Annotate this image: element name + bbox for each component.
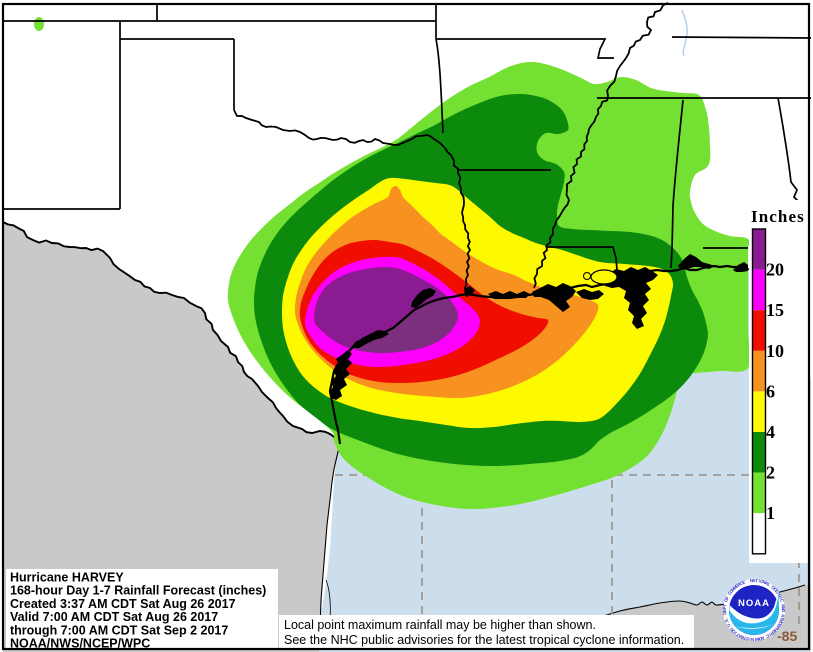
svg-text:A: A [775, 591, 781, 597]
svg-text:I: I [758, 578, 760, 583]
svg-text:C: C [779, 598, 785, 603]
svg-text:M: M [730, 586, 736, 592]
svg-text:O: O [759, 579, 764, 585]
svg-text:I: I [749, 637, 751, 642]
svg-text:NOAA: NOAA [738, 598, 770, 609]
svg-text:N: N [751, 637, 754, 642]
svg-text:D: D [722, 611, 727, 615]
svg-text:N: N [729, 627, 735, 633]
svg-text:M: M [778, 618, 784, 624]
svg-text:A: A [780, 604, 786, 609]
svg-text:R: R [737, 581, 743, 587]
svg-text:P: P [775, 625, 781, 630]
svg-text:NOAA/NWS/NCEP/WPC: NOAA/NWS/NCEP/WPC [10, 637, 150, 651]
svg-text:E: E [734, 583, 739, 589]
svg-text:S: S [776, 623, 782, 628]
svg-text:O: O [730, 628, 736, 634]
svg-text:P: P [722, 606, 727, 609]
svg-text:.: . [725, 622, 730, 625]
svg-text:N: N [777, 593, 783, 598]
svg-text:N: N [781, 606, 786, 609]
svg-text:S: S [724, 618, 730, 623]
svg-text:A: A [780, 614, 786, 619]
svg-text:Inches: Inches [751, 207, 805, 226]
svg-text:N: N [762, 579, 767, 585]
svg-text:C: C [772, 587, 778, 593]
svg-text:O: O [723, 597, 729, 602]
svg-text:See the NHC public advisories: See the NHC public advisories for the la… [284, 633, 684, 647]
svg-text:C: C [727, 590, 733, 596]
svg-text:1: 1 [766, 503, 775, 523]
svg-text:through 7:00 AM CDT Sat Sep 2: through 7:00 AM CDT Sat Sep 2 2017 [10, 623, 228, 637]
svg-text:D: D [781, 609, 786, 612]
svg-text:T: T [735, 632, 740, 638]
svg-text:E: E [774, 589, 780, 594]
svg-text:E: E [742, 579, 747, 585]
svg-text:168-hour Day 1-7 Rainfall Fore: 168-hour Day 1-7 Rainfall Forecast (inch… [10, 584, 266, 598]
svg-text:2: 2 [766, 463, 775, 483]
svg-text:C: C [739, 580, 745, 586]
svg-text:T: T [722, 603, 727, 607]
svg-text:L: L [767, 582, 772, 588]
svg-text:Valid 7:00 AM CDT Sat Aug 26 2: Valid 7:00 AM CDT Sat Aug 26 2017 [10, 610, 218, 624]
svg-text:A: A [760, 635, 765, 641]
svg-text:O: O [770, 585, 776, 591]
svg-text:E: E [771, 629, 777, 635]
svg-text:Hurricane HARVEY: Hurricane HARVEY [10, 571, 124, 585]
svg-text:10: 10 [766, 341, 784, 361]
svg-text:E: E [722, 609, 727, 612]
svg-text:U: U [726, 623, 732, 628]
svg-text:O: O [728, 588, 734, 594]
svg-text:20: 20 [766, 260, 784, 280]
svg-text:15: 15 [766, 300, 784, 320]
svg-text:6: 6 [766, 381, 775, 401]
svg-text:S: S [745, 636, 749, 642]
svg-text:I: I [734, 631, 738, 636]
svg-text:I: I [755, 637, 756, 642]
svg-text:4: 4 [766, 422, 775, 442]
svg-text:T: T [779, 616, 785, 620]
svg-text:-85: -85 [777, 628, 797, 644]
svg-text:Local point maximum rainfall m: Local point maximum rainfall may be high… [284, 618, 596, 632]
svg-text:A: A [764, 580, 770, 586]
svg-text:.: . [723, 617, 728, 620]
svg-text:M: M [755, 637, 760, 642]
svg-text:Created 3:37 AM CDT Sat Aug 26: Created 3:37 AM CDT Sat Aug 26 2017 [10, 597, 236, 611]
svg-text:T: T [755, 578, 758, 583]
svg-text:F: F [724, 595, 730, 600]
svg-text:T: T [743, 635, 747, 641]
svg-text:M: M [732, 584, 738, 590]
svg-text:C: C [764, 633, 770, 639]
svg-text:O: O [777, 621, 783, 627]
svg-text:D: D [758, 636, 762, 642]
svg-text:N: N [750, 578, 754, 583]
svg-text:A: A [752, 578, 756, 583]
svg-text:I: I [778, 596, 783, 599]
svg-text:A: A [737, 633, 743, 639]
svg-text:R: R [739, 634, 745, 640]
svg-text:I: I [768, 632, 772, 637]
svg-text:H: H [773, 627, 779, 633]
svg-text:R: R [769, 630, 775, 636]
